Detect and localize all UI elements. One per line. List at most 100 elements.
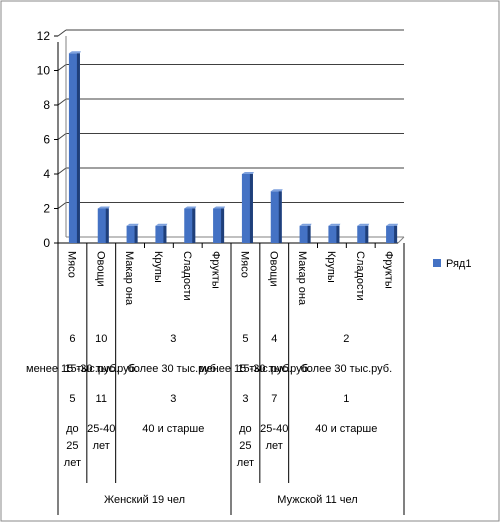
bar-shade (105, 208, 109, 243)
level-count-b: 5 (69, 393, 75, 405)
level-count-a: 6 (69, 333, 75, 345)
category-label: Овощи (94, 251, 106, 287)
level-age: до (66, 423, 79, 435)
y-tick-label: 10 (37, 64, 51, 78)
category-label: Макар она (296, 251, 308, 306)
bar-shade (76, 53, 80, 243)
gridline-side (57, 167, 67, 175)
bar-top (97, 206, 110, 209)
level-age: лет (266, 440, 283, 452)
category-label: Крупы (325, 251, 337, 283)
y-tick-label: 6 (43, 133, 50, 147)
bar-top (155, 223, 168, 226)
level-count-a: 10 (95, 333, 107, 345)
category-label: Сладости (354, 251, 366, 301)
bar-top (68, 51, 81, 54)
level-age: лет (93, 440, 110, 452)
bar-top (386, 223, 399, 226)
level-age: 25-40 (260, 423, 288, 435)
level-age: 40 и старше (142, 423, 204, 435)
bar (68, 53, 80, 243)
bar (386, 225, 398, 243)
gridline-side (57, 29, 67, 37)
level-gender: Женский 19 чел (104, 494, 185, 506)
bar-shade (278, 191, 282, 243)
bar (270, 191, 282, 243)
bar-shade (336, 225, 340, 243)
level-count-b: 3 (170, 393, 176, 405)
level-count-a: 5 (242, 333, 248, 345)
category-labels: Мясо Овощи Макар она Крупы Сладости Фрукты Мяс… (65, 251, 394, 306)
bar (241, 174, 253, 243)
bar-top (213, 206, 226, 209)
gridline-side (57, 133, 67, 140)
bar-shade (192, 208, 196, 243)
gridlines (57, 29, 404, 209)
legend: Ряд1 (433, 258, 471, 270)
level-count-a: 2 (343, 333, 349, 345)
gridline-side (57, 98, 67, 106)
y-tick-label: 2 (43, 202, 50, 216)
y-tick-label: 8 (43, 98, 50, 112)
bar (299, 225, 311, 243)
level-age: лет (237, 457, 254, 469)
level-count-b: 3 (242, 393, 248, 405)
bar-top (328, 223, 341, 226)
level-gender: Мужской 11 чел (277, 494, 357, 506)
bar (184, 208, 196, 243)
bar-shade (221, 208, 225, 243)
level-income: более 30 тыс.руб. (128, 363, 220, 375)
bar (97, 208, 109, 243)
bar (213, 208, 225, 243)
bars (68, 51, 399, 243)
level-age: до (239, 423, 252, 435)
bar (328, 225, 340, 243)
bar-top (357, 223, 370, 226)
category-label: Мясо (65, 251, 77, 278)
y-tick-label: 4 (43, 167, 50, 181)
level-age: 25 (66, 440, 78, 452)
bar-shade (365, 225, 369, 243)
level-count-b: 1 (343, 393, 349, 405)
legend-label: Ряд1 (446, 258, 471, 270)
level-income: менее 15 тыс.руб. (26, 363, 119, 375)
bar-shade (249, 174, 253, 243)
level-age: 25-40 (87, 423, 115, 435)
gridline-side (57, 202, 67, 209)
level-age: лет (64, 457, 81, 469)
gridline-side (57, 64, 67, 71)
category-label: Фрукты (383, 251, 395, 289)
category-label: Крупы (152, 251, 164, 283)
level-count-a: 3 (170, 333, 176, 345)
category-label: Макар она (123, 251, 135, 306)
bar (126, 225, 138, 243)
level-income: менее 15 тыс.руб. (199, 363, 292, 375)
level-count-b: 7 (271, 393, 277, 405)
category-label: Овощи (267, 251, 279, 287)
category-label: Фрукты (210, 251, 222, 289)
level-count-b: 11 (96, 393, 107, 405)
bar-shade (134, 225, 138, 243)
legend-swatch (433, 259, 441, 267)
bar (155, 225, 167, 243)
level-count-a: 4 (271, 333, 277, 345)
bar-top (241, 172, 254, 174)
level-age: 25 (239, 440, 251, 452)
axes: 0 2 4 6 8 10 12 (37, 29, 405, 250)
y-tick-label: 0 (43, 236, 50, 250)
category-label: Мясо (238, 251, 250, 278)
floor-right-edge (397, 236, 405, 244)
bar-top (299, 223, 312, 226)
level-age: 40 и старше (315, 423, 377, 435)
bar-top (126, 223, 139, 226)
y-tick-label: 12 (37, 29, 51, 43)
level-income: 15-30 тыс.руб. (64, 363, 138, 375)
bar-shade (394, 225, 398, 243)
bar-shade (307, 225, 311, 243)
category-label: Сладости (181, 251, 193, 301)
bar (357, 225, 369, 243)
